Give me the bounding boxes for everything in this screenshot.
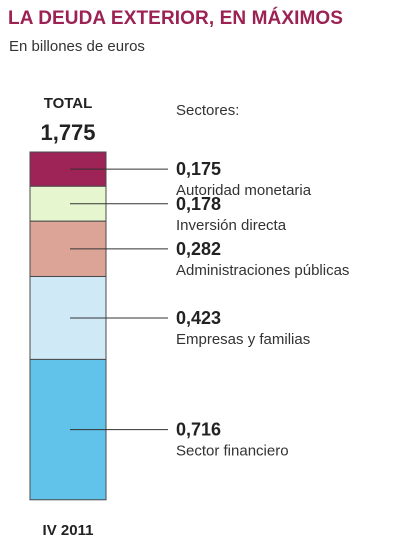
segment-value-label: 0,423	[176, 308, 221, 328]
x-tick-label: IV 2011	[43, 522, 94, 539]
segment-value-label: 0,282	[176, 239, 221, 259]
total-label: TOTAL	[44, 95, 93, 112]
segment-name-label: Sector financiero	[176, 443, 289, 460]
segment-name-label: Inversión directa	[176, 217, 287, 234]
chart-subtitle: En billones de euros	[9, 38, 145, 55]
segment-name-label: Administraciones públicas	[176, 262, 349, 279]
segment-value-label: 0,178	[176, 194, 221, 214]
segment-value-label: 0,716	[176, 420, 221, 440]
segment-value-label: 0,175	[176, 159, 221, 179]
segment-name-label: Empresas y familias	[176, 331, 310, 348]
total-value: 1,775	[40, 120, 95, 145]
segment-name-label: Autoridad monetaria	[176, 182, 312, 199]
legend-title: Sectores:	[176, 102, 239, 119]
chart-title: LA DEUDA EXTERIOR, EN MÁXIMOS	[8, 8, 344, 29]
